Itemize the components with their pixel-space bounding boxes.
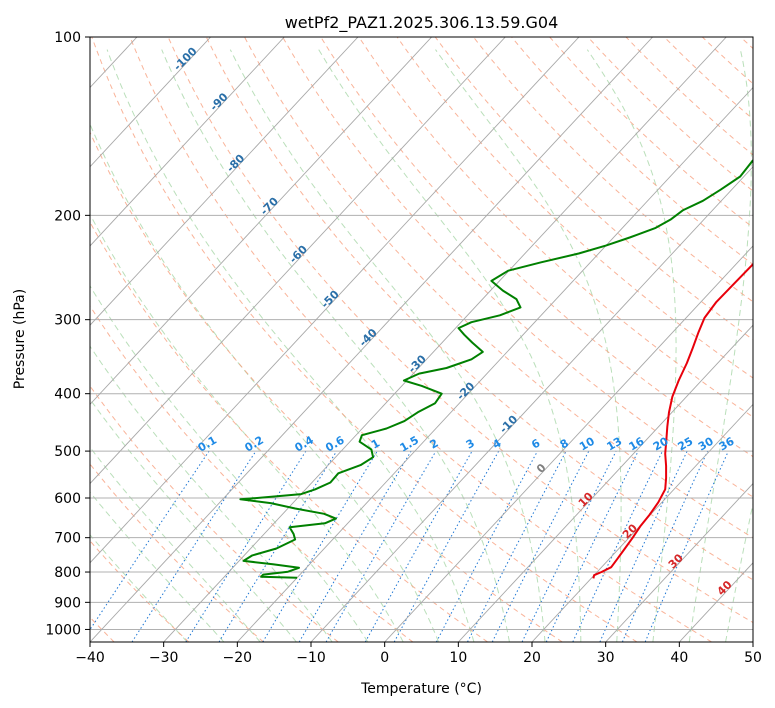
moist-adiabat	[90, 284, 369, 642]
moist-adiabat	[90, 345, 333, 642]
x-tick-label: −20	[223, 650, 253, 666]
y-tick-label: 600	[54, 491, 81, 507]
isotherm-line	[163, 37, 727, 642]
mixing-ratio-lines	[90, 450, 729, 642]
mixing-ratio-line	[521, 450, 617, 642]
dry-adiabat	[90, 131, 563, 642]
plot-frame	[89, 36, 754, 643]
y-tick-label: 900	[54, 595, 81, 611]
y-tick-label: 100	[54, 30, 81, 46]
moist-adiabat	[90, 534, 188, 642]
y-tick-label: 300	[54, 313, 81, 329]
x-tick-label: −10	[296, 650, 326, 666]
y-tick-label: 700	[54, 531, 81, 547]
moist-adiabat	[90, 491, 225, 642]
dry-adiabat	[625, 37, 753, 156]
mixing-ratio-line	[621, 450, 709, 642]
dry-adiabat	[282, 37, 753, 498]
dry-adiabat	[91, 37, 638, 642]
moist-adiabat	[90, 446, 261, 642]
chart-title: wetPf2_PAZ1.2025.306.13.59.G04	[285, 13, 559, 33]
mixing-ratio-line	[262, 450, 378, 642]
moist-adiabat	[229, 49, 546, 642]
y-tick-label: 800	[54, 565, 81, 581]
isotherms	[90, 37, 753, 642]
mixing-ratio-line	[545, 450, 639, 642]
isotherm-line	[531, 403, 753, 642]
dry-adiabat	[167, 37, 753, 624]
dewpoint-profile-line	[239, 158, 753, 579]
mixing-ratio-line	[393, 450, 500, 642]
mixing-ratio-line	[572, 450, 663, 642]
moist-adiabat	[106, 49, 475, 642]
isotherm-line	[310, 166, 753, 642]
mixing-ratio-line	[599, 450, 688, 642]
x-tick-label: −30	[149, 650, 179, 666]
mixing-ratio-line	[325, 450, 437, 642]
isotherm-line	[384, 245, 753, 642]
dry-adiabat	[587, 37, 753, 192]
profile-series	[239, 158, 753, 579]
moist-adiabat	[90, 123, 440, 642]
moist-adiabat	[586, 49, 677, 642]
isotherm-line	[90, 37, 580, 564]
x-tick-label: 10	[449, 650, 467, 666]
isobars	[90, 37, 753, 630]
isotherm-line	[605, 482, 753, 642]
plot-area: 0.1 0.2 0.4 0.6 1 1.5 2 3 4 6 8 10 13 16 20 25 30 36-100-…	[90, 37, 753, 642]
moist-adiabats	[90, 49, 753, 642]
dry-adiabat	[129, 37, 712, 642]
moist-adiabat	[161, 49, 510, 642]
isotherm-line	[458, 324, 753, 642]
y-tick-label: 500	[54, 444, 81, 460]
dry-adiabat	[205, 37, 753, 581]
x-tick-label: 40	[670, 650, 688, 666]
isotherm-line	[90, 37, 653, 642]
mixing-ratio-line	[298, 450, 412, 642]
dry-adiabat	[358, 37, 753, 418]
y-tick-label: 1000	[45, 622, 81, 638]
dry-adiabat	[90, 463, 264, 642]
isotherm-line	[90, 37, 359, 326]
y-tick-label: 400	[54, 387, 81, 403]
moist-adiabat	[688, 49, 752, 642]
x-axis-ticks: −40 −30 −20 −10 0 10 20 30 40 50	[75, 642, 762, 666]
dry-adiabat	[244, 37, 753, 539]
moist-adiabat	[435, 49, 622, 642]
x-tick-label: −40	[75, 650, 105, 666]
isotherm-line	[237, 86, 753, 642]
x-tick-label: 30	[597, 650, 615, 666]
x-tick-label: 50	[744, 650, 762, 666]
x-axis-label: Temperature (°C)	[360, 681, 482, 697]
mixing-ratio-line	[644, 450, 729, 642]
x-tick-label: 20	[523, 650, 541, 666]
isotherm-line	[90, 37, 211, 168]
isotherm-line	[90, 37, 432, 406]
temperature-profile-line	[592, 262, 753, 579]
mixing-ratio-line	[185, 450, 307, 642]
y-tick-label: 200	[54, 208, 81, 224]
x-tick-label: 0	[380, 650, 389, 666]
isotherm-line	[90, 37, 506, 485]
moist-adiabat	[725, 501, 753, 642]
dry-adiabats	[90, 37, 753, 642]
y-axis-label: Pressure (hPa)	[12, 289, 28, 389]
mixing-ratio-line	[364, 450, 473, 642]
isotherm-line	[90, 37, 285, 247]
mixing-ratio-line	[218, 450, 338, 642]
y-axis-ticks: 100 200 300 400 500 600 700 800 900 1000	[45, 30, 90, 638]
dry-adiabat	[396, 37, 753, 379]
